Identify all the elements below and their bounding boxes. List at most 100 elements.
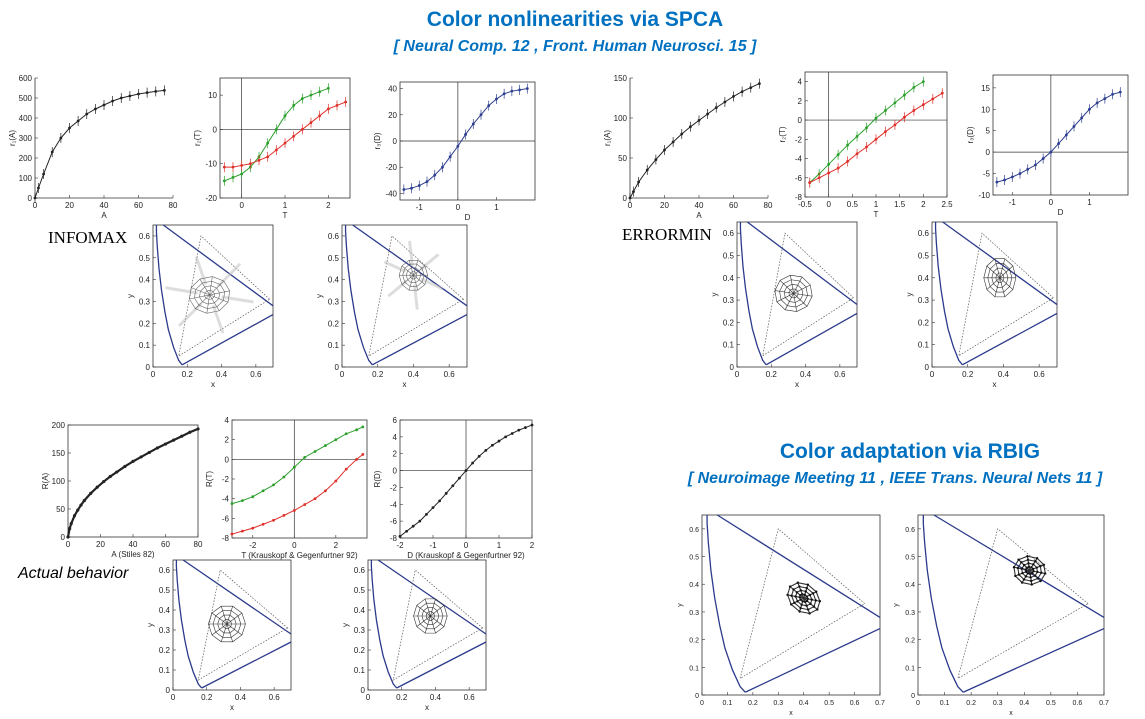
x-tick-label: 0 [826, 200, 831, 209]
x-tick-label: 80 [169, 201, 178, 210]
spectral-locus [370, 560, 398, 689]
x-axis-label: x [211, 380, 215, 389]
y-axis-label: r₁(A) [8, 130, 17, 146]
grid-node [1031, 567, 1035, 571]
y-axis-label: y [893, 603, 900, 607]
x-tick-label: 0.2 [748, 700, 758, 707]
y-tick-label: 100 [614, 114, 628, 123]
data-point [479, 113, 483, 117]
x-tick-label: 2 [921, 200, 926, 209]
x-axis-label: A [696, 211, 702, 220]
grid-node [805, 604, 808, 607]
x-axis-label: D [465, 213, 471, 222]
data-point [272, 518, 275, 522]
data-point [418, 519, 422, 523]
spectral-locus [922, 515, 964, 693]
y-tick-label: 0.1 [139, 341, 151, 350]
grid-node [796, 581, 800, 584]
grid-node [1036, 577, 1040, 580]
chromaticity-actual-2: 0 0.2 0.4 0.6 0 0.1 0.2 0.3 0.4 0.5 0.6 x y [341, 559, 487, 712]
y-tick-label: 0.5 [354, 586, 366, 595]
chromaticity-infomax-1: 0 0.2 0.4 0.6 0 0.1 0.2 0.3 0.4 0.5 0.6 x y [126, 224, 274, 389]
grid-spoke [430, 605, 445, 617]
data-point [68, 527, 72, 531]
y-tick-label: 20 [388, 111, 397, 120]
data-point [69, 521, 73, 526]
y-tick-label: 4 [393, 433, 398, 442]
data-point [231, 176, 235, 179]
data-point [524, 426, 527, 429]
y-tick-label: 50 [56, 505, 65, 514]
grid-spoke [211, 623, 228, 636]
y-tick-label: 400 [19, 114, 33, 123]
grid-node [1026, 555, 1029, 558]
x-axis-label: x [993, 380, 997, 389]
spca-references: [ Neural Comp. 12 , Front. Human Neurosc… [393, 38, 757, 55]
data-point [230, 532, 234, 536]
data-point [893, 101, 897, 105]
y-tick-label: 0.3 [139, 297, 151, 306]
y-tick-label: 150 [614, 74, 628, 83]
grid-spoke [779, 280, 794, 294]
x-tick-label: 0.2 [372, 370, 384, 379]
grid-spoke [994, 258, 1001, 278]
data-point [292, 104, 296, 107]
y-tick-label: 0.1 [328, 341, 340, 350]
grid-spoke [416, 615, 431, 627]
x-tick-label: 0.6 [269, 693, 281, 702]
y-tick-label: 0 [986, 148, 991, 157]
y-tick-label: 200 [52, 421, 66, 430]
data-point [893, 123, 897, 127]
grid-spoke [790, 275, 794, 294]
grid-spoke [413, 260, 419, 276]
y-tick-label: 0 [213, 125, 218, 134]
data-point [874, 116, 878, 120]
data-point [108, 474, 112, 479]
grid-smear [412, 284, 419, 310]
data-point [248, 162, 252, 166]
grid-spoke [413, 275, 419, 291]
data-point [398, 534, 402, 538]
y-tick-label: 0.4 [159, 606, 171, 615]
data-point [318, 114, 322, 118]
y-tick-label: 0 [361, 686, 366, 695]
y-tick-label: -20 [205, 194, 217, 203]
gamut-triangle [368, 235, 465, 357]
x-tick-label: 40 [100, 201, 109, 210]
grid-spoke [226, 623, 243, 636]
y-tick-label: -4 [390, 500, 398, 509]
x-tick-label: 0 [628, 201, 633, 210]
grid-node [808, 593, 812, 597]
data-point [628, 196, 632, 200]
data-point [344, 467, 348, 471]
data-point [855, 135, 859, 138]
grid-spoke [986, 265, 1001, 278]
grid-node [1028, 572, 1032, 576]
data-point [458, 476, 461, 480]
data-point [912, 85, 916, 89]
grid-spoke [774, 290, 794, 294]
x-tick-label: 0.6 [850, 700, 860, 707]
chromaticity-errormin-1: 0 0.2 0.4 0.6 0 0.1 0.2 0.3 0.4 0.5 0.6 x y [710, 221, 858, 389]
grid-node [786, 593, 789, 597]
data-point [471, 461, 474, 465]
x-tick-label: -0.5 [798, 200, 812, 209]
y-tick-label: 0 [225, 455, 230, 464]
chromaticity-errormin-2: 0 0.2 0.4 0.6 0 0.1 0.2 0.3 0.4 0.5 0.6 x y [905, 221, 1058, 389]
data-point [808, 181, 812, 184]
data-point [884, 109, 887, 112]
y-tick-label: -20 [385, 163, 397, 172]
grid-node [1022, 563, 1026, 567]
y-tick-label: 0.1 [159, 666, 171, 675]
data-point [292, 465, 296, 469]
data-point [274, 128, 278, 131]
y-tick-label: 0.3 [689, 610, 699, 617]
grid-node [1031, 571, 1034, 575]
x-tick-label: 0.4 [408, 370, 420, 379]
x-tick-label: -1 [1009, 198, 1017, 207]
data-point [517, 428, 521, 432]
data-point [240, 529, 244, 533]
data-point [680, 132, 684, 136]
data-point [903, 115, 906, 119]
data-point [102, 103, 106, 107]
